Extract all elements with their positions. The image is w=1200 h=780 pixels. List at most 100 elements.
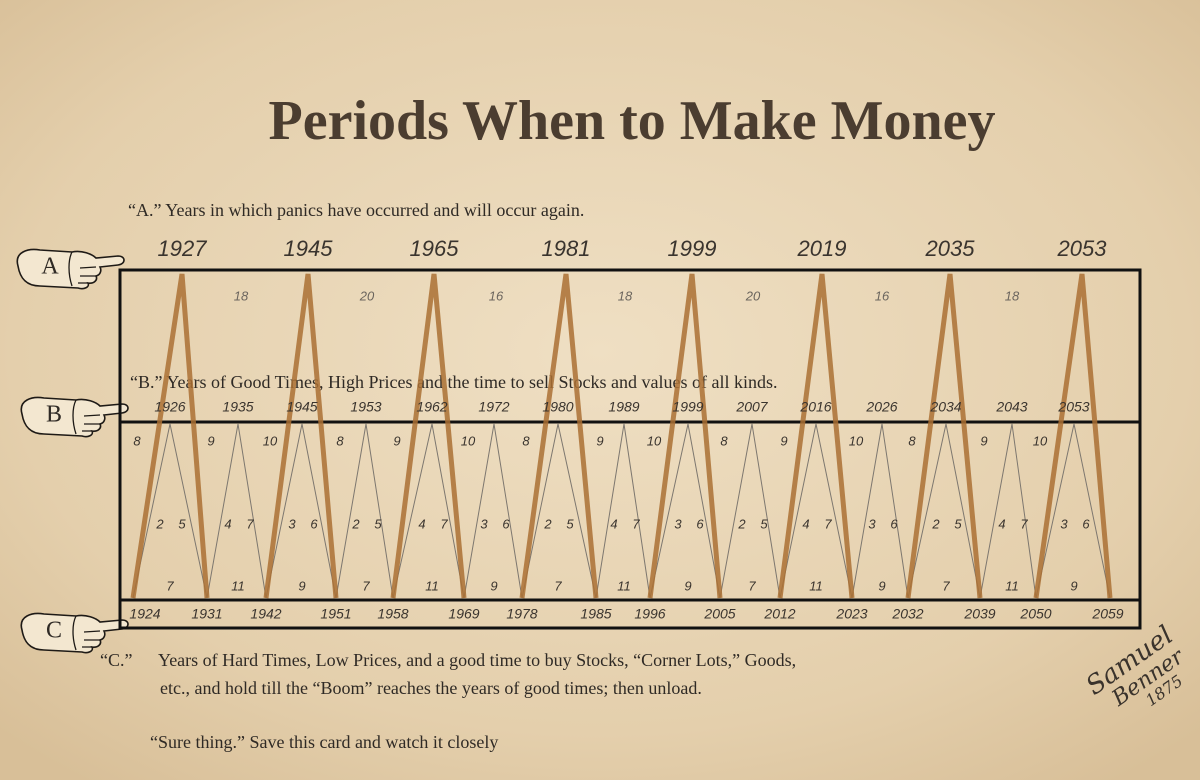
panic-year: 2053 — [1057, 236, 1108, 261]
good-times-line — [392, 423, 465, 599]
cycle-number: 8 — [133, 433, 141, 448]
panic-year: 1927 — [158, 236, 208, 261]
c-caption-line: etc., and hold till the “Boom” reaches t… — [160, 678, 702, 698]
hard-year: 1969 — [448, 606, 479, 622]
cycle-number: 11 — [231, 578, 245, 593]
good-year: 2034 — [929, 399, 961, 415]
panic-line — [777, 273, 855, 599]
good-times-line — [335, 423, 394, 599]
cycle-number: 9 — [490, 578, 497, 593]
cycle-number: 3 — [674, 516, 682, 531]
hand-letter: A — [41, 254, 59, 280]
cycle-number: 11 — [425, 578, 439, 593]
cycle-number: 10 — [1033, 433, 1048, 448]
good-year: 1989 — [608, 399, 639, 415]
cycle-number: 5 — [954, 516, 962, 531]
cycle-number: 9 — [684, 578, 691, 593]
cycle-number: 8 — [336, 433, 344, 448]
cycle-number: 3 — [480, 516, 488, 531]
hard-year: 1924 — [129, 606, 160, 622]
interval-label: 20 — [359, 288, 375, 303]
interval-label: 20 — [745, 288, 761, 303]
hand-letter: C — [46, 618, 62, 644]
cycle-number: 7 — [166, 578, 174, 593]
good-times-line — [521, 423, 597, 599]
c-caption-line: Years of Hard Times, Low Prices, and a g… — [158, 650, 796, 670]
cycle-number: 6 — [1082, 516, 1090, 531]
cycle-number: 9 — [298, 578, 305, 593]
panic-line — [263, 273, 339, 599]
cycle-number: 9 — [393, 433, 400, 448]
hard-year: 2032 — [891, 606, 923, 622]
cycle-number: 3 — [1060, 516, 1068, 531]
panic-line — [647, 273, 723, 599]
cycle-number: 7 — [246, 516, 254, 531]
cycle-number: 8 — [720, 433, 728, 448]
hard-year: 1931 — [191, 606, 222, 622]
good-times-line — [132, 423, 208, 599]
cycle-number: 2 — [543, 516, 552, 531]
good-times-line — [979, 423, 1037, 599]
good-year: 2043 — [995, 399, 1027, 415]
cycle-number: 9 — [207, 433, 214, 448]
cycle-number: 2 — [155, 516, 164, 531]
cycle-number: 3 — [868, 516, 876, 531]
cycle-number: 5 — [374, 516, 382, 531]
panic-year: 2019 — [797, 236, 847, 261]
cycle-number: 9 — [980, 433, 987, 448]
cycle-number: 5 — [566, 516, 574, 531]
cycle-number: 3 — [288, 516, 296, 531]
good-times-line — [206, 423, 267, 599]
cycle-number: 9 — [878, 578, 885, 593]
panic-line — [519, 273, 599, 599]
cycle-number: 10 — [849, 433, 864, 448]
panic-year: 1965 — [410, 236, 460, 261]
good-times-line — [719, 423, 781, 599]
good-times-line — [649, 423, 721, 599]
panic-year: 1945 — [284, 236, 334, 261]
good-year: 2026 — [865, 399, 897, 415]
hard-year: 2023 — [835, 606, 867, 622]
hard-year: 1978 — [506, 606, 537, 622]
good-year: 1926 — [154, 399, 185, 415]
good-year: 1935 — [222, 399, 253, 415]
cycle-number: 6 — [696, 516, 704, 531]
hard-year: 1958 — [377, 606, 408, 622]
panic-year: 1981 — [542, 236, 591, 261]
c-caption-label: “C.” — [100, 650, 132, 670]
hard-year: 1942 — [250, 606, 281, 622]
good-year: 1962 — [416, 399, 447, 415]
panic-line — [130, 273, 210, 599]
panic-line — [390, 273, 467, 599]
hard-year: 2050 — [1019, 606, 1051, 622]
panic-line — [1033, 273, 1113, 599]
hard-year: 2005 — [703, 606, 735, 622]
good-year: 2053 — [1057, 399, 1089, 415]
cycle-number: 6 — [502, 516, 510, 531]
cycle-number: 7 — [1020, 516, 1028, 531]
hard-year: 1951 — [320, 606, 351, 622]
good-year: 1999 — [672, 399, 703, 415]
cycle-number: 9 — [1070, 578, 1077, 593]
cycle-number: 9 — [780, 433, 787, 448]
cycle-number: 7 — [440, 516, 448, 531]
cycle-number: 4 — [610, 516, 617, 531]
interval-label: 18 — [1005, 288, 1020, 303]
cycle-number: 8 — [522, 433, 530, 448]
good-times-line — [779, 423, 853, 599]
hard-year: 2039 — [963, 606, 995, 622]
good-year: 2016 — [799, 399, 831, 415]
interval-label: 16 — [875, 288, 890, 303]
footer: “Sure thing.” Save this card and watch i… — [150, 732, 498, 752]
cycle-number: 6 — [310, 516, 318, 531]
good-times-line — [1035, 423, 1111, 599]
cycle-number: 11 — [617, 578, 631, 593]
cycle-number: 4 — [418, 516, 425, 531]
title: Periods When to Make Money — [269, 90, 996, 152]
hard-year: 1996 — [634, 606, 665, 622]
cycle-number: 11 — [809, 578, 823, 593]
